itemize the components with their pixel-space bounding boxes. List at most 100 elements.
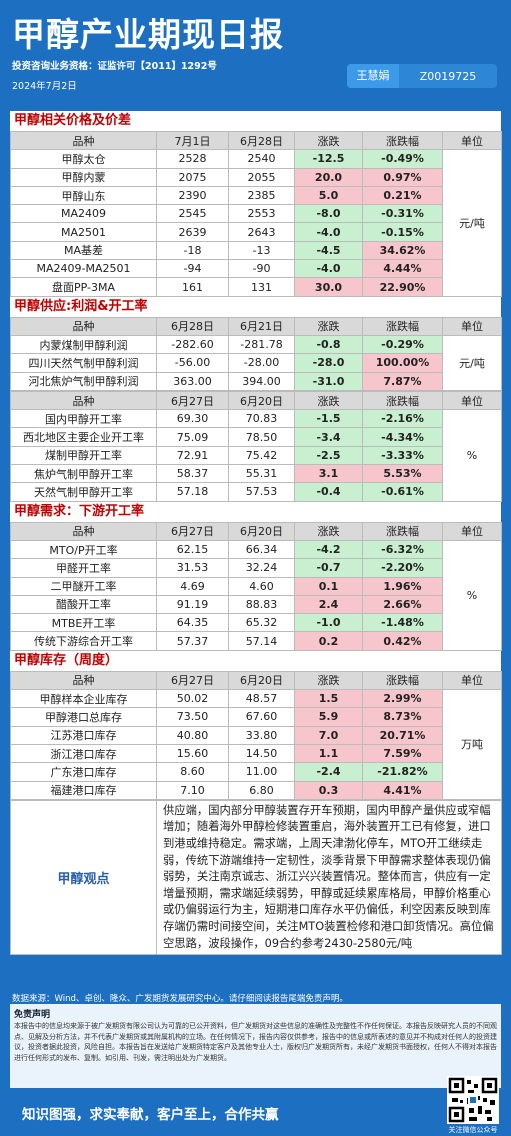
column-header: 6月27日 bbox=[156, 670, 229, 691]
unit: % bbox=[442, 539, 502, 651]
cell-value: 0.1 bbox=[294, 576, 363, 596]
item-name: MTO/P开工率 bbox=[10, 539, 157, 560]
cell-value: -281.78 bbox=[228, 334, 295, 355]
cell-value: -56.00 bbox=[156, 353, 229, 373]
cell-value: 8.73% bbox=[362, 707, 443, 727]
item-name: MA2501 bbox=[10, 222, 157, 242]
cell-value: 0.2 bbox=[294, 631, 363, 651]
cell-value: 57.14 bbox=[228, 631, 295, 651]
cell-value: -0.7 bbox=[294, 558, 363, 578]
cell-value: -31.0 bbox=[294, 371, 363, 391]
item-name: 浙江港口库存 bbox=[10, 743, 157, 764]
disclaimer-title: 免责声明 bbox=[14, 1010, 51, 1020]
cell-value: 58.37 bbox=[156, 464, 229, 484]
viewpoint-label: 甲醇观点 bbox=[10, 799, 157, 956]
column-header: 品种 bbox=[10, 670, 157, 691]
cell-value: 66.34 bbox=[228, 539, 295, 560]
data-row: MA2409-MA2501 -94 -90 -4.0 4.44% bbox=[10, 259, 502, 279]
cell-value: 1.5 bbox=[294, 689, 363, 709]
item-name: 醋酸开工率 bbox=[10, 594, 157, 615]
cell-value: -28.00 bbox=[228, 353, 295, 373]
item-name: MA基差 bbox=[10, 240, 157, 261]
data-row: MTBE开工率 64.35 65.32 -1.0 -1.48% bbox=[10, 613, 502, 633]
data-table: 品种 6月27日 6月20日 涨跌 涨跌幅 单位 MTO/P开工率 62.15 66.34 -4.… bbox=[10, 521, 502, 651]
cell-value: -90 bbox=[228, 259, 295, 279]
unit: 元/吨 bbox=[442, 334, 502, 391]
cell-value: -0.49% bbox=[362, 149, 443, 169]
cell-value: -4.34% bbox=[362, 427, 443, 447]
column-header: 6月27日 bbox=[156, 521, 229, 541]
cell-value: 4.41% bbox=[362, 780, 443, 800]
cell-value: 91.19 bbox=[156, 594, 229, 615]
cell-value: 394.00 bbox=[228, 371, 295, 391]
cell-value: 3.1 bbox=[294, 464, 363, 484]
header-row: 品种 6月27日 6月20日 涨跌 涨跌幅 单位 bbox=[10, 521, 502, 541]
cell-value: 4.44% bbox=[362, 259, 443, 279]
cell-value: 88.83 bbox=[228, 594, 295, 615]
cell-value: 4.60 bbox=[228, 576, 295, 596]
data-row: 甲醇山东 2390 2385 5.0 0.21% bbox=[10, 185, 502, 206]
item-name: 甲醇样本企业库存 bbox=[10, 689, 157, 709]
disclaimer: 免责声明 本报告中的信息均来源于被广发期货有限公司认为可靠的已公开资料，但广发期… bbox=[10, 1004, 501, 1088]
column-header: 6月20日 bbox=[228, 521, 295, 541]
header-row: 品种 6月27日 6月20日 涨跌 涨跌幅 单位 bbox=[10, 390, 502, 411]
report-date: 2024年7月2日 bbox=[12, 81, 77, 92]
cell-value: 2639 bbox=[156, 222, 229, 242]
data-row: 煤制甲醇开工率 72.91 75.42 -2.5 -3.33% bbox=[10, 445, 502, 466]
report-title: 甲醇产业期现日报 bbox=[12, 15, 284, 54]
cell-value: 131 bbox=[228, 277, 295, 297]
cell-value: 100.00% bbox=[362, 353, 443, 373]
cell-value: -2.4 bbox=[294, 762, 363, 782]
column-header: 涨跌幅 bbox=[362, 316, 443, 336]
cell-value: 7.87% bbox=[362, 371, 443, 391]
column-header: 涨跌 bbox=[294, 670, 363, 691]
cell-value: -1.0 bbox=[294, 613, 363, 633]
cell-value: 8.60 bbox=[156, 762, 229, 782]
cell-value: 0.21% bbox=[362, 185, 443, 206]
item-name: 焦炉气制甲醇开工率 bbox=[10, 464, 157, 484]
data-row: 广东港口库存 8.60 11.00 -2.4 -21.82% bbox=[10, 762, 502, 782]
item-name: MA2409 bbox=[10, 204, 157, 224]
cell-value: -28.0 bbox=[294, 353, 363, 373]
cell-value: -4.2 bbox=[294, 539, 363, 560]
main-panel: 甲醇相关价格及价差 品种 7月1日 6月28日 涨跌 涨跌幅 单位 甲醇太仓 2528 2540-… bbox=[10, 111, 502, 956]
disclaimer-text: 本报告中的信息均来源于被广发期货有限公司认为可靠的已公开资料，但广发期货对这些信… bbox=[14, 1022, 497, 1062]
cell-value: 32.24 bbox=[228, 558, 295, 578]
column-header: 6月20日 bbox=[228, 670, 295, 691]
column-header: 6月28日 bbox=[156, 316, 229, 336]
data-row: 内蒙煤制甲醇利润 -282.60 -281.78 -0.8 -0.29% 元/吨 bbox=[10, 334, 502, 391]
column-header: 涨跌幅 bbox=[362, 521, 443, 541]
column-header: 7月1日 bbox=[156, 130, 229, 151]
column-header: 品种 bbox=[10, 390, 157, 411]
data-row: 西北地区主要企业开工率 75.09 78.50 -3.4 -4.34% bbox=[10, 427, 502, 447]
data-row: 河北焦炉气制甲醇利润 363.00 394.00 -31.0 7.87% bbox=[10, 371, 502, 391]
column-header: 6月28日 bbox=[228, 130, 295, 151]
cell-value: -282.60 bbox=[156, 334, 229, 355]
data-row: 盘面PP-3MA 161 131 30.0 22.90% bbox=[10, 277, 502, 297]
cell-value: -3.33% bbox=[362, 445, 443, 466]
cell-value: 57.53 bbox=[228, 482, 295, 502]
cell-value: 11.00 bbox=[228, 762, 295, 782]
cell-value: -0.31% bbox=[362, 204, 443, 224]
cell-value: -4.0 bbox=[294, 222, 363, 242]
cell-value: 2075 bbox=[156, 167, 229, 187]
data-row: MA2501 2639 2643 -4.0 -0.15% bbox=[10, 222, 502, 242]
cell-value: 5.0 bbox=[294, 185, 363, 206]
column-header: 涨跌幅 bbox=[362, 130, 443, 151]
cell-value: -4.5 bbox=[294, 240, 363, 261]
cell-value: 75.09 bbox=[156, 427, 229, 447]
data-table: 品种 6月28日 6月21日 涨跌 涨跌幅 单位 内蒙煤制甲醇利润 -282.60 -281.7… bbox=[10, 316, 502, 391]
license: 投资咨询业务资格：证监许可【2011】1292号 bbox=[12, 61, 217, 72]
cell-value: 40.80 bbox=[156, 725, 229, 745]
item-name: 福建港口库存 bbox=[10, 780, 157, 800]
data-table: 品种 6月27日 6月20日 涨跌 涨跌幅 单位 甲醇样本企业库存 50.02 48.57 1.5… bbox=[10, 670, 502, 800]
cell-value: -1.5 bbox=[294, 409, 363, 429]
cell-value: 2643 bbox=[228, 222, 295, 242]
cell-value: 20.71% bbox=[362, 725, 443, 745]
cell-value: 72.91 bbox=[156, 445, 229, 466]
cell-value: 30.0 bbox=[294, 277, 363, 297]
cell-value: -0.61% bbox=[362, 482, 443, 502]
cell-value: -4.0 bbox=[294, 259, 363, 279]
data-row: 传统下游综合开工率 57.37 57.14 0.2 0.42% bbox=[10, 631, 502, 651]
